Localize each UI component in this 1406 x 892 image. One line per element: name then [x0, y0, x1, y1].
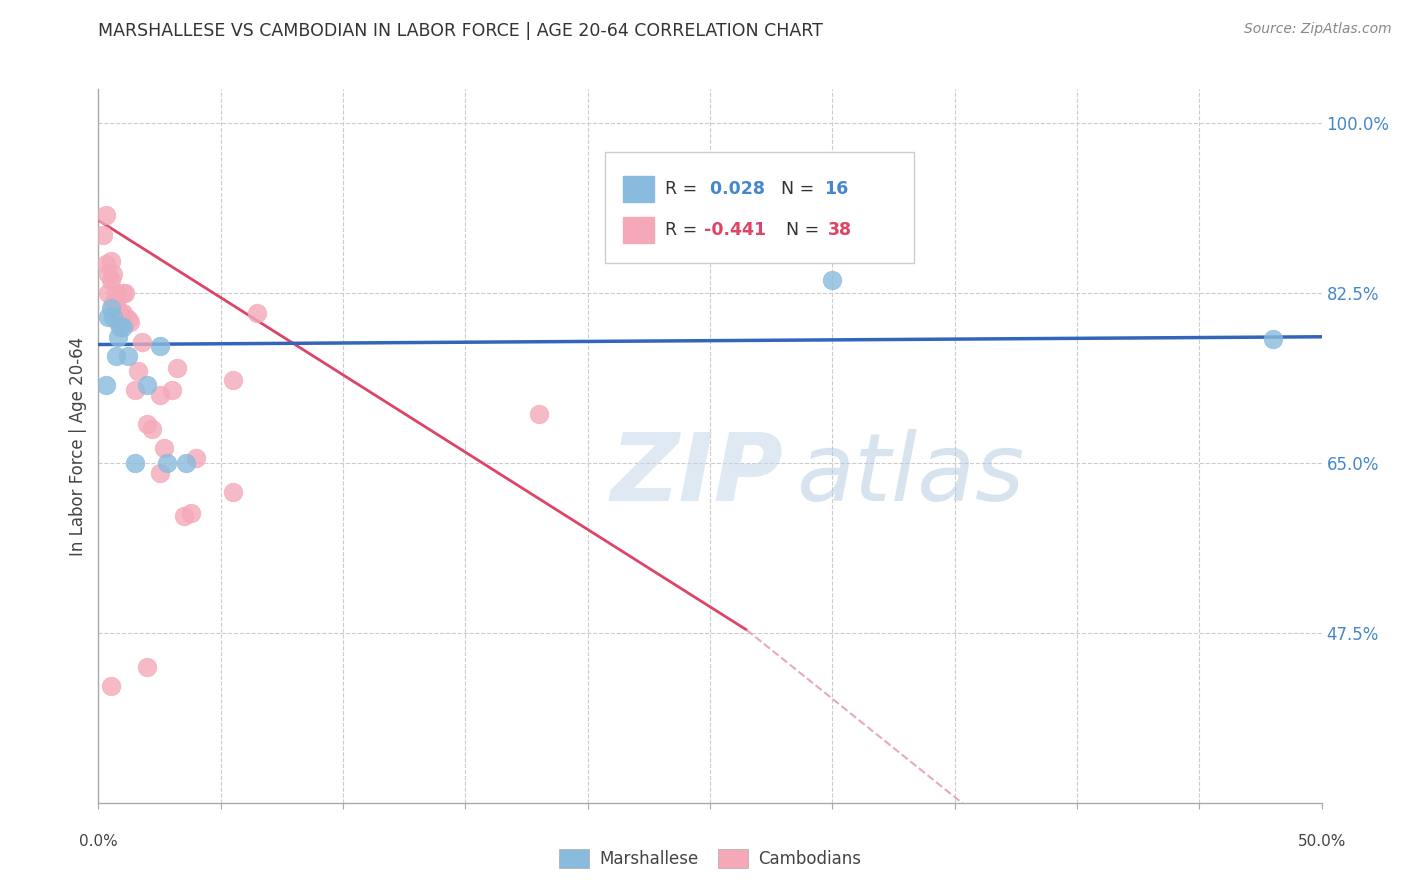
Point: [131, 334, 153, 349]
Point: [136, 660, 159, 674]
Point: [111, 305, 134, 319]
Point: [527, 408, 550, 422]
Point: [111, 286, 134, 301]
Point: [173, 509, 195, 524]
Text: atlas: atlas: [796, 429, 1024, 520]
Legend: Marshallese, Cambodians: Marshallese, Cambodians: [551, 840, 869, 877]
Text: ZIP: ZIP: [610, 428, 783, 521]
Point: [100, 301, 122, 315]
Text: R =: R =: [665, 180, 703, 198]
Point: [97, 267, 120, 281]
Point: [107, 330, 129, 344]
Point: [110, 320, 132, 334]
Point: [111, 320, 134, 334]
Point: [160, 383, 183, 397]
Point: [136, 417, 159, 432]
Point: [141, 422, 163, 436]
Text: 38: 38: [828, 221, 852, 239]
Point: [97, 286, 120, 301]
Point: [149, 466, 172, 480]
Y-axis label: In Labor Force | Age 20-64: In Labor Force | Age 20-64: [69, 336, 87, 556]
Text: -0.441: -0.441: [704, 221, 766, 239]
Point: [176, 456, 198, 470]
Point: [124, 456, 146, 470]
Point: [94, 378, 117, 392]
Point: [104, 286, 127, 301]
Text: 50.0%: 50.0%: [1298, 834, 1346, 849]
Point: [94, 257, 117, 271]
Point: [124, 383, 146, 397]
Point: [149, 339, 172, 353]
Point: [100, 254, 122, 268]
Point: [222, 485, 245, 500]
Point: [101, 310, 124, 325]
Point: [100, 679, 122, 693]
Point: [136, 378, 159, 392]
Point: [117, 349, 139, 363]
Point: [821, 273, 844, 287]
Point: [104, 349, 127, 363]
Text: MARSHALLESE VS CAMBODIAN IN LABOR FORCE | AGE 20-64 CORRELATION CHART: MARSHALLESE VS CAMBODIAN IN LABOR FORCE …: [98, 22, 824, 40]
Point: [107, 315, 129, 329]
Point: [101, 267, 124, 281]
Point: [107, 305, 129, 319]
Point: [246, 305, 269, 319]
Point: [100, 273, 122, 287]
Text: 0.0%: 0.0%: [79, 834, 118, 849]
Text: 16: 16: [824, 180, 848, 198]
Point: [97, 310, 120, 325]
Point: [153, 442, 176, 456]
Point: [222, 374, 245, 388]
Text: Source: ZipAtlas.com: Source: ZipAtlas.com: [1244, 22, 1392, 37]
Point: [114, 286, 136, 301]
Point: [104, 295, 127, 310]
Point: [127, 364, 149, 378]
Point: [101, 295, 124, 310]
Point: [120, 315, 142, 329]
Text: R =: R =: [665, 221, 703, 239]
Point: [94, 208, 117, 222]
Point: [156, 456, 179, 470]
Point: [110, 305, 132, 319]
Point: [186, 451, 208, 466]
Point: [149, 388, 172, 402]
Text: N =: N =: [770, 180, 820, 198]
Point: [180, 507, 202, 521]
Point: [91, 227, 114, 242]
Point: [1261, 332, 1284, 346]
Point: [166, 360, 188, 375]
Text: 0.028: 0.028: [704, 180, 765, 198]
Point: [117, 312, 139, 326]
Text: N =: N =: [775, 221, 824, 239]
